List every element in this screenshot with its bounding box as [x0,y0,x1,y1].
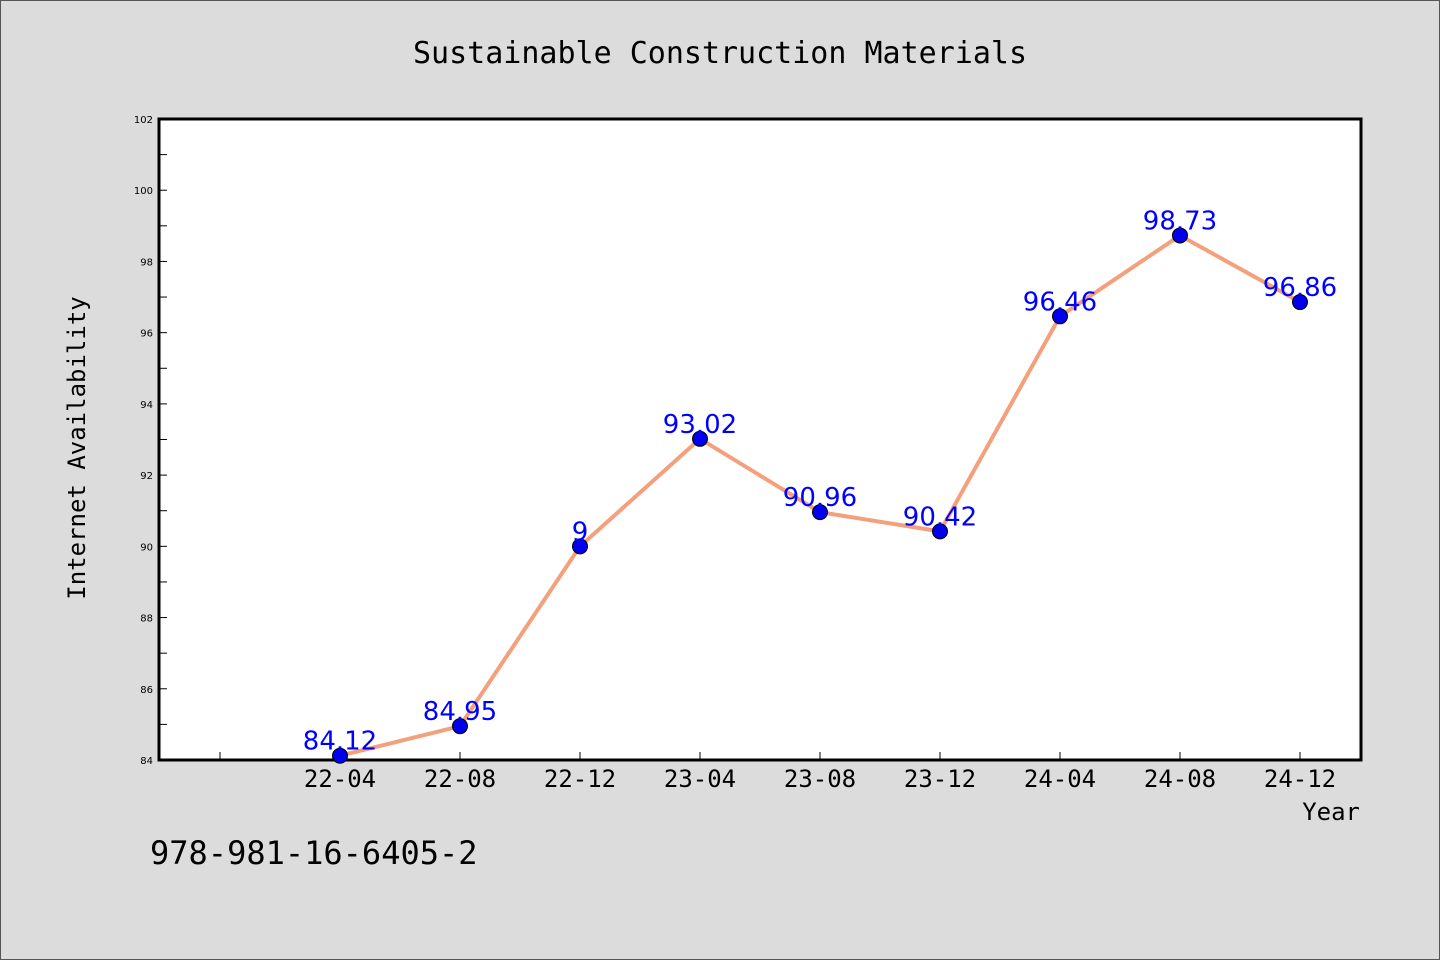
y-tick-label: 98 [140,257,153,268]
y-axis-ticks: 84 86 88 90 92 94 96 98 100 102 [134,115,167,767]
data-point [452,718,468,735]
x-tick-label: 22-12 [544,765,616,793]
data-label: 9 [572,517,589,547]
data-label: 96.46 [1023,287,1097,317]
chart-title: Sustainable Construction Materials [413,36,1027,71]
x-axis-label: Year [1302,798,1360,826]
data-point [332,747,348,764]
x-axis-ticks: 22-04 22-08 22-12 23-04 23-08 23-12 24-04 24-08… [219,752,1336,793]
data-label: 93.02 [663,410,737,440]
data-label: 98.73 [1143,206,1217,236]
y-tick-label: 102 [134,115,153,126]
data-label: 90.96 [783,483,857,513]
series-layer: 84.12 84.95 9 93.02 90.96 90.42 96.46 98.73 96.8… [303,206,1337,764]
data-label: 90.42 [903,502,977,532]
x-tick-label: 23-04 [664,765,736,793]
x-tick-label: 24-04 [1024,765,1096,793]
data-label: 96.86 [1263,273,1337,303]
y-tick-label: 92 [140,471,153,482]
y-tick-label: 88 [140,614,153,625]
data-point [932,523,948,540]
y-tick-label: 96 [140,329,153,340]
data-point [1292,294,1308,311]
y-tick-label: 100 [134,186,153,197]
x-tick-label: 23-12 [904,765,976,793]
data-label: 84.95 [423,697,497,727]
y-tick-label: 90 [140,542,153,553]
x-tick-label: 22-08 [424,765,496,793]
x-tick-label: 24-12 [1264,765,1336,793]
data-point [812,504,828,521]
plot-area [157,117,1363,762]
x-tick-label: 22-04 [304,765,376,793]
y-tick-label: 94 [140,400,153,411]
isbn-text: 978-981-16-6405-2 [150,834,478,872]
y-tick-label: 86 [140,685,153,696]
data-point [572,538,588,555]
x-tick-label: 24-08 [1144,765,1216,793]
data-point [1172,227,1188,244]
x-tick-label: 23-08 [784,765,856,793]
y-axis-label: Internet Availability [63,296,91,599]
data-point [1052,308,1068,325]
data-point [692,430,708,447]
y-tick-label: 84 [140,756,153,767]
data-label: 84.12 [303,727,377,757]
